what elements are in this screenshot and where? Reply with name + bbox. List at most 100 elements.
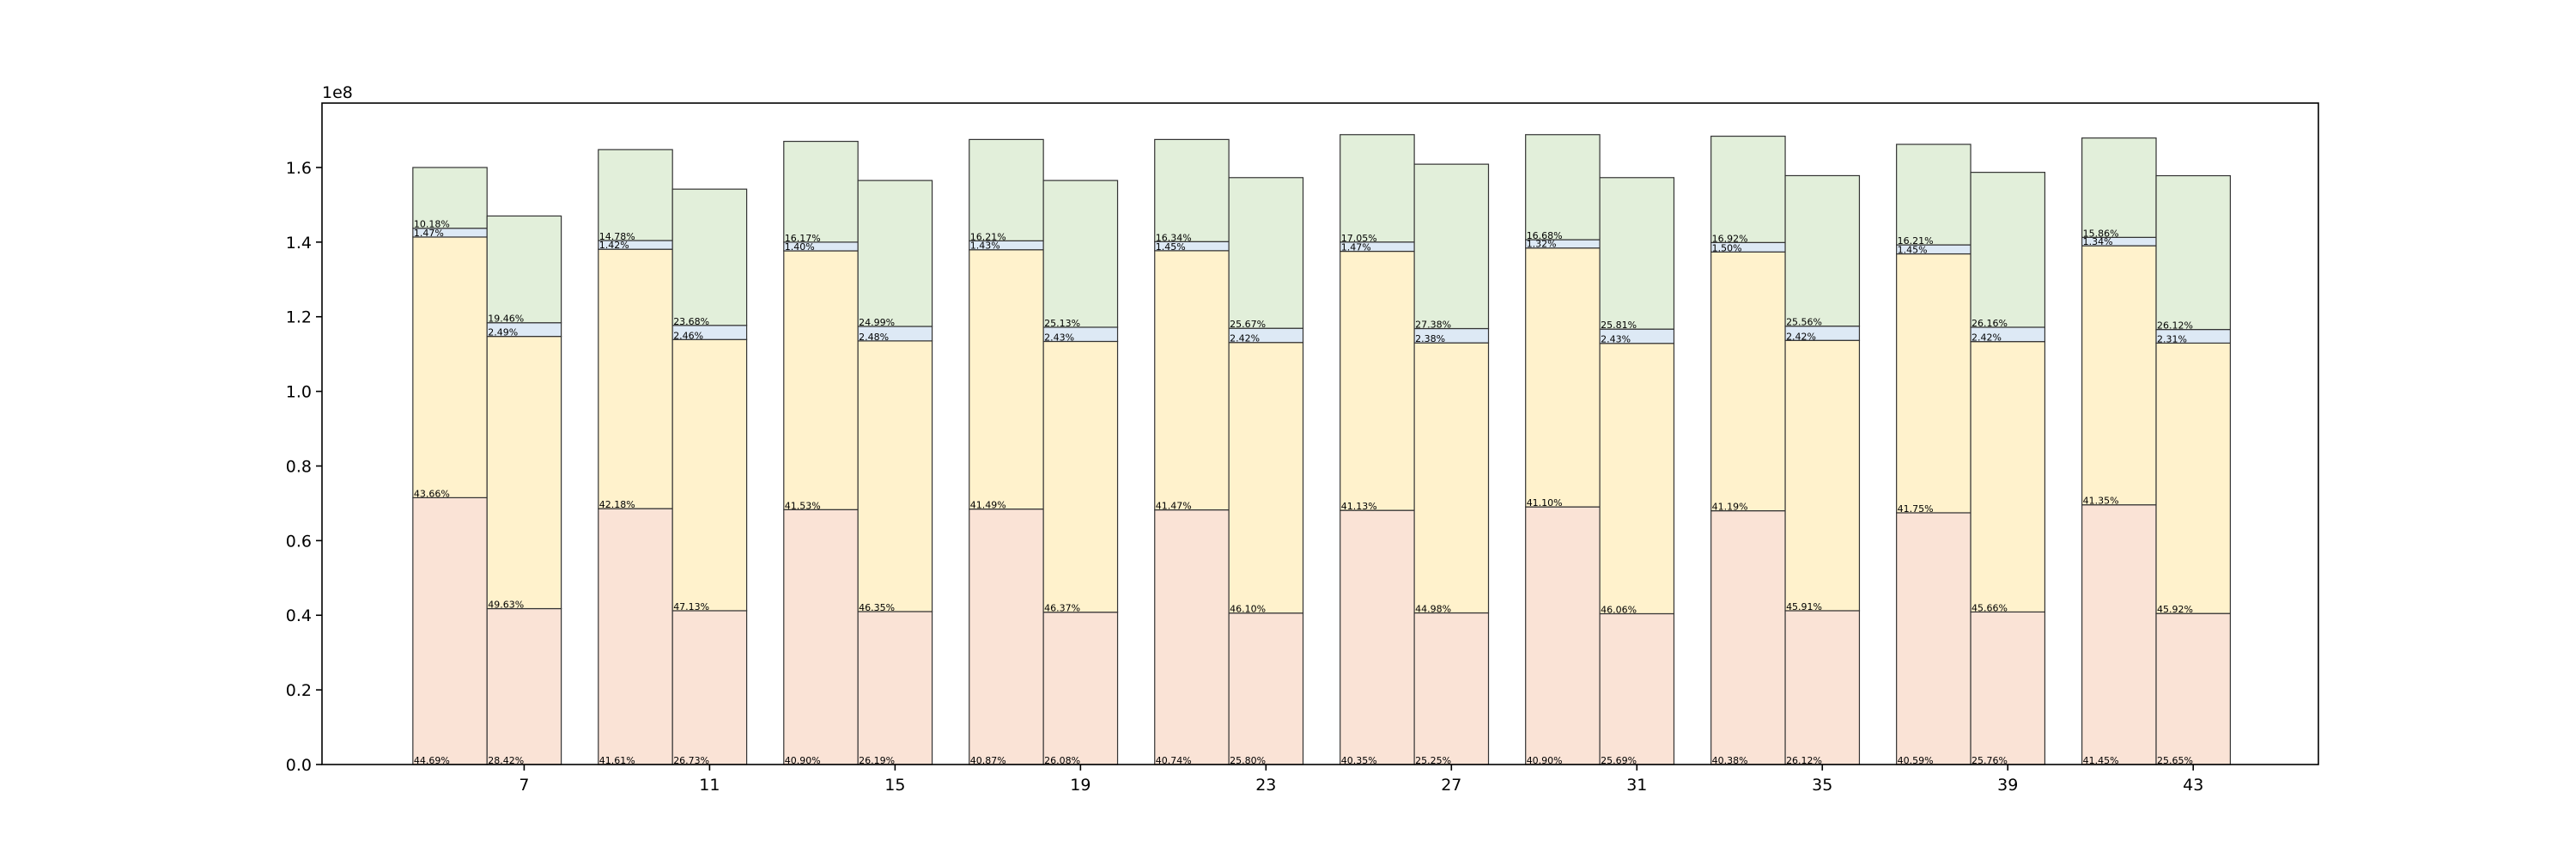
bar-segment-label: 28.42% bbox=[488, 755, 524, 766]
bar-segment-label: 45.91% bbox=[1786, 601, 1822, 612]
bar-segment-label: 1.47% bbox=[414, 228, 444, 239]
bar-segment bbox=[598, 149, 673, 241]
bar-segment bbox=[857, 611, 933, 765]
bar-segment bbox=[2081, 504, 2157, 765]
bar-segment bbox=[2081, 245, 2157, 506]
bar-segment-label: 2.49% bbox=[488, 327, 518, 338]
y-tick-label: 0.2 bbox=[286, 681, 312, 700]
bar-segment-label: 16.21% bbox=[1898, 235, 1934, 247]
bar-segment-label: 15.86% bbox=[2083, 228, 2119, 239]
bar-segment bbox=[1896, 143, 1971, 246]
bar-segment bbox=[1525, 247, 1601, 508]
x-tick-label: 23 bbox=[1255, 776, 1276, 795]
bar-segment-label: 41.49% bbox=[970, 500, 1006, 511]
bar-segment bbox=[1599, 177, 1675, 330]
bar-segment bbox=[857, 180, 933, 327]
bar-segment-label: 19.46% bbox=[488, 314, 524, 325]
bar-segment bbox=[969, 138, 1044, 241]
bar-segment bbox=[1413, 163, 1490, 330]
bar-segment bbox=[857, 340, 933, 612]
bar-segment-label: 26.12% bbox=[1786, 755, 1822, 766]
bar-segment-label: 40.90% bbox=[1527, 755, 1563, 766]
y-tick-label: 1.0 bbox=[286, 383, 312, 402]
bar-segment bbox=[783, 250, 859, 510]
bar-segment-label: 2.42% bbox=[1786, 331, 1816, 342]
x-tick-label: 39 bbox=[1997, 776, 2018, 795]
y-tick-label: 1.6 bbox=[286, 159, 312, 178]
y-tick-label: 1.4 bbox=[286, 234, 312, 253]
bar-segment bbox=[1228, 342, 1304, 614]
bar-segment bbox=[1154, 138, 1230, 242]
bar-segment bbox=[1340, 134, 1415, 243]
x-tick-label: 15 bbox=[884, 776, 905, 795]
bar-segment bbox=[1970, 611, 2046, 765]
bar-segment bbox=[2081, 137, 2157, 238]
bar-segment bbox=[1154, 250, 1230, 511]
bar-segment-label: 16.34% bbox=[1156, 232, 1192, 243]
bar-segment-label: 1.45% bbox=[1898, 245, 1928, 256]
bar-segment-label: 1.45% bbox=[1156, 241, 1186, 253]
bar-segment bbox=[412, 236, 488, 498]
bar-segment bbox=[2155, 174, 2232, 331]
bar-segment-label: 42.18% bbox=[599, 499, 635, 510]
bars-layer bbox=[412, 134, 2232, 765]
bar-segment-label: 41.35% bbox=[2083, 496, 2119, 507]
bar-segment-label: 25.67% bbox=[1230, 319, 1266, 330]
bar-segment-label: 26.19% bbox=[859, 755, 895, 766]
bar-segment-label: 46.35% bbox=[859, 602, 895, 613]
bar-segment-label: 1.43% bbox=[970, 241, 1000, 252]
bar-segment-label: 10.18% bbox=[414, 219, 450, 230]
bar-segment-label: 43.66% bbox=[414, 488, 450, 499]
bar-segment-label: 44.98% bbox=[1415, 604, 1451, 615]
bar-segment-label: 25.80% bbox=[1230, 755, 1266, 766]
y-offset-text: 1e8 bbox=[322, 83, 353, 102]
bar-segment bbox=[1042, 612, 1119, 765]
bar-segment bbox=[1228, 612, 1304, 765]
bar-segment-label: 44.69% bbox=[414, 755, 450, 766]
x-tick-label: 35 bbox=[1812, 776, 1832, 795]
bar-segment bbox=[1970, 172, 2046, 328]
bar-segment-label: 1.50% bbox=[1712, 242, 1742, 253]
x-axis: 7 11 15 19 23 27 31 35 39 43 bbox=[519, 765, 2203, 795]
bar-segment-label: 40.35% bbox=[1341, 755, 1377, 766]
bar-segment-label: 26.16% bbox=[1971, 318, 2008, 329]
bar-segment bbox=[1525, 506, 1601, 765]
bar-segment-label: 25.81% bbox=[1601, 320, 1637, 331]
bar-segment bbox=[1710, 510, 1786, 765]
plot-frame bbox=[321, 102, 2319, 765]
bar-segment bbox=[671, 610, 748, 765]
bar-segment bbox=[1525, 134, 1601, 241]
bar-segment bbox=[1042, 340, 1119, 613]
bar-segment bbox=[1710, 251, 1786, 512]
y-tick-label: 0.6 bbox=[286, 532, 312, 551]
bar-segment-label: 16.68% bbox=[1527, 230, 1563, 241]
bar-segment-label: 1.40% bbox=[785, 241, 815, 253]
bar-segment-label: 2.42% bbox=[1971, 332, 2002, 344]
bar-segment bbox=[1784, 610, 1861, 765]
bar-segment bbox=[1970, 341, 2046, 613]
bar-segment-label: 26.73% bbox=[673, 755, 709, 766]
bar-segment bbox=[1896, 512, 1971, 765]
bar-segment-label: 1.34% bbox=[2083, 236, 2113, 247]
bar-segment bbox=[671, 338, 748, 612]
bar-labels-layer: 44.69%43.66%1.47%10.18%28.42%49.63%2.49%… bbox=[414, 219, 2193, 766]
x-tick-label: 31 bbox=[1626, 776, 1647, 795]
bar-segment-label: 45.92% bbox=[2157, 604, 2193, 615]
bar-segment-label: 1.32% bbox=[1527, 239, 1557, 250]
bar-segment bbox=[1413, 612, 1490, 765]
bar-segment-label: 27.38% bbox=[1415, 320, 1451, 331]
bar-segment bbox=[1710, 135, 1786, 243]
bar-segment bbox=[969, 249, 1044, 510]
bar-segment-label: 2.31% bbox=[2157, 333, 2187, 344]
bar-segment bbox=[783, 140, 859, 243]
bar-segment-label: 40.90% bbox=[785, 755, 821, 766]
bar-segment bbox=[1154, 509, 1230, 765]
bar-segment-label: 1.42% bbox=[599, 240, 629, 251]
bar-segment-label: 25.65% bbox=[2157, 755, 2193, 766]
bar-segment bbox=[412, 167, 488, 229]
bar-segment bbox=[412, 497, 488, 765]
bar-segment-label: 2.46% bbox=[673, 330, 703, 341]
bar-segment bbox=[1896, 253, 1971, 514]
bar-segment-label: 40.74% bbox=[1156, 755, 1192, 766]
